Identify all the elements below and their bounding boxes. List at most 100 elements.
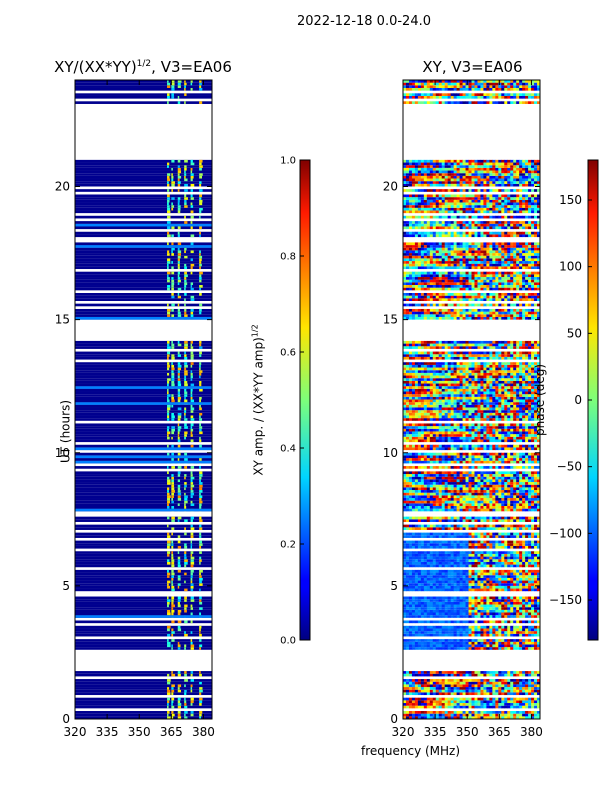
phase-cell — [531, 508, 535, 512]
phase-cell — [501, 577, 505, 581]
amplitude-row — [75, 679, 212, 682]
phase-cell — [495, 588, 499, 592]
phase-cell — [537, 700, 540, 704]
phase-cell — [414, 471, 419, 475]
phase-cell — [501, 524, 505, 528]
phase-cell — [456, 673, 460, 677]
amplitude-row — [75, 428, 212, 432]
phase-cell — [432, 692, 437, 696]
amplitude-channel-cell — [167, 551, 171, 554]
phase-cell — [414, 705, 419, 709]
phase-cell — [429, 604, 434, 608]
phase-cell — [403, 434, 407, 437]
phase-cell — [435, 458, 440, 461]
phase-cell — [408, 436, 413, 440]
phase-cell — [417, 535, 422, 538]
phase-cell — [438, 527, 443, 530]
phase-cell — [447, 543, 452, 546]
phase-cell — [510, 498, 514, 501]
phase-cell — [447, 412, 452, 416]
phase-cell — [537, 444, 540, 448]
phase-cell — [492, 716, 496, 719]
phase-cell — [528, 500, 532, 504]
phase-cell — [468, 428, 472, 432]
phase-cell — [498, 516, 502, 520]
phase-cell — [453, 716, 458, 719]
phase-cell — [465, 580, 469, 584]
phase-cell — [438, 596, 443, 600]
phase-cell — [420, 476, 425, 480]
phase-cell — [432, 684, 437, 688]
amplitude-row — [75, 506, 212, 509]
phase-cell — [486, 439, 490, 443]
phase-cell — [441, 553, 446, 557]
amplitude-row — [75, 410, 212, 413]
phase-cell — [447, 697, 452, 701]
phase-cell — [447, 564, 452, 568]
phase-cell — [403, 495, 407, 499]
phase-cell — [417, 503, 422, 506]
phase-cell — [414, 484, 419, 488]
amplitude-channel-cell — [171, 516, 175, 520]
amplitude-row — [75, 700, 212, 704]
amplitude-channel-cell — [190, 532, 194, 536]
amplitude-channel-cell — [167, 253, 170, 256]
phase-cell — [525, 428, 529, 432]
amplitude-row-highlight — [75, 455, 212, 459]
phase-cell — [444, 503, 449, 506]
phase-cell — [423, 500, 428, 504]
phase-cell — [465, 428, 469, 432]
amplitude-channel-cell — [177, 199, 180, 203]
phase-cell — [438, 495, 443, 499]
phase-cell — [525, 498, 529, 501]
phase-cell — [426, 516, 431, 520]
phase-cell — [435, 583, 440, 586]
phase-cell — [477, 519, 481, 522]
phase-cell — [423, 588, 428, 592]
phase-cell — [405, 495, 410, 499]
phase-cell — [501, 569, 505, 573]
phase-cell — [411, 612, 416, 616]
phase-cell — [456, 575, 460, 578]
phase-cell — [468, 535, 472, 538]
phase-cell — [468, 607, 472, 610]
phase-cell — [471, 479, 475, 483]
amplitude-channel-cell — [190, 391, 193, 395]
phase-cell — [405, 559, 410, 562]
phase-cell — [513, 524, 517, 528]
phase-cell — [480, 559, 484, 562]
phase-cell — [525, 479, 529, 483]
phase-cell — [516, 474, 520, 477]
amplitude-channel-cell — [171, 620, 175, 624]
phase-cell — [480, 711, 484, 714]
amplitude-channel-cell — [190, 588, 194, 592]
phase-cell — [438, 687, 443, 690]
phase-cell — [432, 625, 437, 629]
phase-cell — [450, 466, 455, 469]
amplitude-channel-cell — [184, 412, 186, 416]
phase-cell — [435, 418, 440, 421]
amplitude-channel-cell — [199, 285, 203, 288]
phase-cell — [483, 625, 487, 629]
phase-cell — [459, 506, 463, 509]
phase-cell — [513, 543, 517, 546]
phase-cell — [498, 607, 502, 610]
phase-cell — [486, 418, 490, 421]
phase-cell — [534, 532, 538, 536]
amplitude-channel-cell — [184, 564, 187, 568]
phase-cell — [474, 575, 478, 578]
phase-cell — [444, 556, 449, 560]
amplitude-channel-cell — [167, 183, 170, 187]
phase-cell — [501, 436, 505, 440]
phase-cell — [426, 439, 431, 443]
phase-cell — [447, 631, 452, 634]
phase-cell — [492, 436, 496, 440]
phase-cell — [432, 713, 437, 717]
phase-cell — [441, 479, 446, 483]
amplitude-channel-cell — [199, 159, 203, 163]
phase-cell — [534, 458, 538, 461]
phase-cell — [480, 431, 484, 435]
phase-cell — [447, 498, 452, 501]
phase-cell — [489, 500, 493, 504]
phase-cell — [468, 455, 472, 459]
